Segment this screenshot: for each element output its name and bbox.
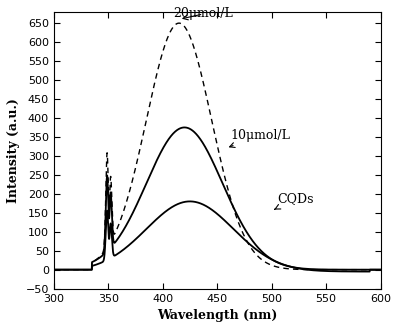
X-axis label: Wavelength (nm): Wavelength (nm) — [157, 309, 277, 322]
Text: 20μmol/L: 20μmol/L — [174, 8, 233, 20]
Text: 10μmol/L: 10μmol/L — [230, 129, 290, 147]
Text: CQDs: CQDs — [275, 192, 314, 209]
Y-axis label: Intensity (a.u.): Intensity (a.u.) — [7, 98, 20, 203]
